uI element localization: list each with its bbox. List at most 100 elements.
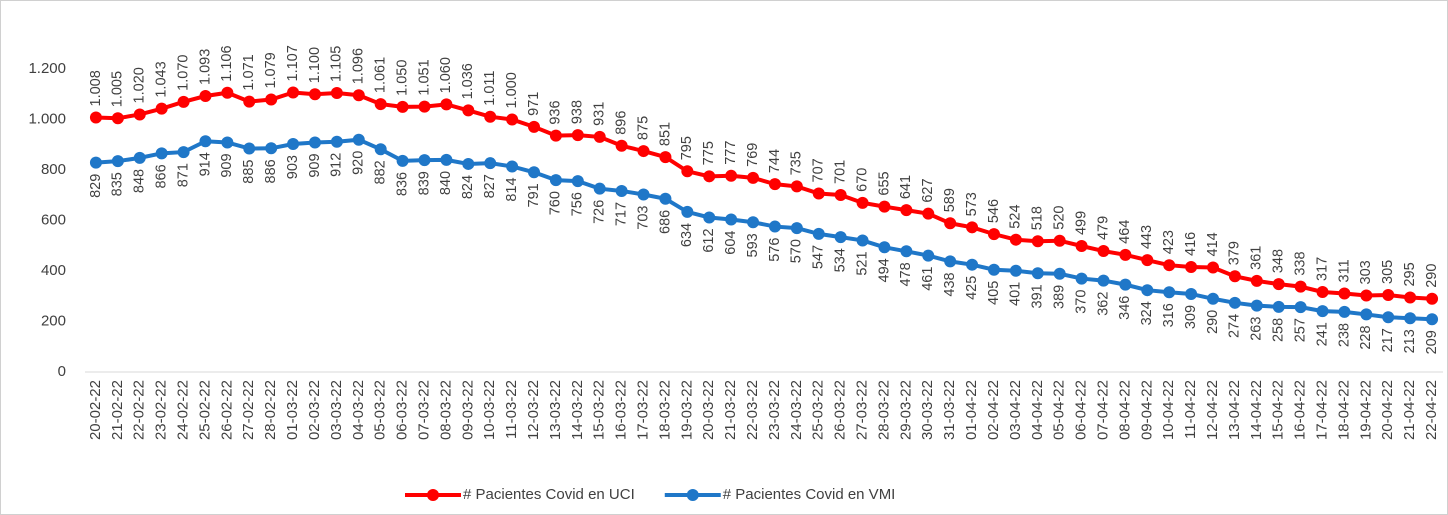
data-label: 971: [526, 92, 542, 116]
data-label: 627: [920, 178, 936, 202]
data-label: 1.050: [394, 60, 410, 96]
x-tick-label: 27-02-22: [240, 380, 257, 440]
data-label: 1.020: [132, 67, 148, 103]
data-label: 573: [964, 192, 980, 216]
point-marker: [900, 245, 913, 258]
point-marker: [1163, 286, 1176, 299]
x-tick-label: 26-02-22: [218, 380, 235, 440]
point-marker: [856, 234, 869, 247]
point-marker: [1316, 285, 1329, 298]
data-label: 909: [307, 153, 323, 177]
data-label: 518: [1030, 206, 1046, 230]
data-label: 290: [1205, 310, 1221, 334]
data-label: 414: [1205, 232, 1221, 256]
x-tick-label: 13-03-22: [547, 380, 564, 440]
x-tick-label: 20-03-22: [700, 380, 717, 440]
x-tick-label: 24-02-22: [175, 380, 192, 440]
data-label: 324: [1139, 301, 1155, 325]
point-marker: [987, 263, 1000, 276]
x-tick-label: 21-02-22: [109, 380, 126, 440]
data-label: 258: [1271, 318, 1287, 342]
point-marker: [878, 241, 891, 254]
data-label: 494: [876, 258, 892, 282]
data-label: 839: [416, 171, 432, 195]
point-marker: [1228, 296, 1241, 309]
point-marker: [703, 170, 716, 183]
data-label: 425: [964, 276, 980, 300]
data-label: 744: [767, 149, 783, 173]
point-marker: [352, 89, 365, 102]
data-label: 1.100: [307, 47, 323, 83]
point-marker: [111, 155, 124, 168]
x-tick-label: 10-03-22: [481, 380, 498, 440]
point-marker: [199, 135, 212, 148]
point-marker: [593, 182, 606, 195]
point-marker: [111, 112, 124, 125]
data-label: 316: [1161, 303, 1177, 327]
x-tick-label: 03-03-22: [328, 380, 345, 440]
point-marker: [1075, 240, 1088, 253]
legend-label: # Pacientes Covid en UCI: [463, 486, 635, 503]
data-label: 1.061: [373, 57, 389, 93]
data-label: 295: [1402, 262, 1418, 286]
data-label: 1.106: [219, 45, 235, 81]
x-tick-label: 11-03-22: [503, 380, 520, 439]
point-marker: [89, 156, 102, 169]
data-label: 416: [1183, 232, 1199, 256]
data-label: 1.096: [351, 48, 367, 84]
point-marker: [484, 110, 497, 123]
point-marker: [243, 142, 256, 155]
x-tick-label: 04-04-22: [1029, 380, 1046, 440]
data-label: 389: [1052, 285, 1068, 309]
data-label: 257: [1292, 318, 1308, 342]
data-label: 290: [1424, 264, 1440, 288]
data-label: 791: [526, 183, 542, 207]
point-marker: [1207, 261, 1220, 274]
data-label: 1.008: [88, 70, 104, 106]
point-marker: [1141, 254, 1154, 267]
data-label: 760: [548, 191, 564, 215]
data-label: 938: [570, 100, 586, 124]
point-marker: [659, 151, 672, 164]
point-marker: [330, 135, 343, 148]
point-marker: [703, 211, 716, 224]
point-marker: [1426, 292, 1439, 305]
data-label: 521: [854, 251, 870, 275]
data-label: 338: [1292, 251, 1308, 275]
data-label: 836: [394, 172, 410, 196]
data-label: 756: [570, 192, 586, 216]
point-marker: [330, 86, 343, 99]
data-label: 670: [854, 168, 870, 192]
point-marker: [1382, 311, 1395, 324]
y-tick-label: 600: [41, 211, 66, 228]
x-tick-label: 21-03-22: [722, 380, 739, 440]
data-label: 886: [263, 159, 279, 183]
point-marker: [418, 154, 431, 167]
point-marker: [1382, 288, 1395, 301]
data-label: 866: [153, 164, 169, 188]
data-label: 520: [1052, 205, 1068, 229]
data-label: 391: [1030, 284, 1046, 308]
point-marker: [900, 204, 913, 217]
x-tick-label: 30-03-22: [919, 380, 936, 440]
x-tick-label: 01-03-22: [284, 380, 301, 440]
y-tick-label: 400: [41, 262, 66, 279]
data-label: 875: [635, 116, 651, 140]
point-marker: [1009, 264, 1022, 277]
point-marker: [1404, 291, 1417, 304]
data-label: 1.093: [197, 49, 213, 85]
x-tick-label: 18-03-22: [656, 380, 673, 440]
data-label: 914: [197, 152, 213, 176]
data-label: 612: [701, 228, 717, 252]
data-label: 1.105: [329, 46, 345, 82]
data-label: 534: [832, 248, 848, 272]
x-tick-label: 20-02-22: [87, 380, 104, 440]
point-marker: [287, 86, 300, 99]
data-label: 814: [504, 177, 520, 201]
point-marker: [133, 108, 146, 121]
point-marker: [1426, 313, 1439, 326]
x-tick-label: 17-04-22: [1314, 380, 1331, 440]
point-marker: [374, 98, 387, 111]
point-marker: [725, 213, 738, 226]
